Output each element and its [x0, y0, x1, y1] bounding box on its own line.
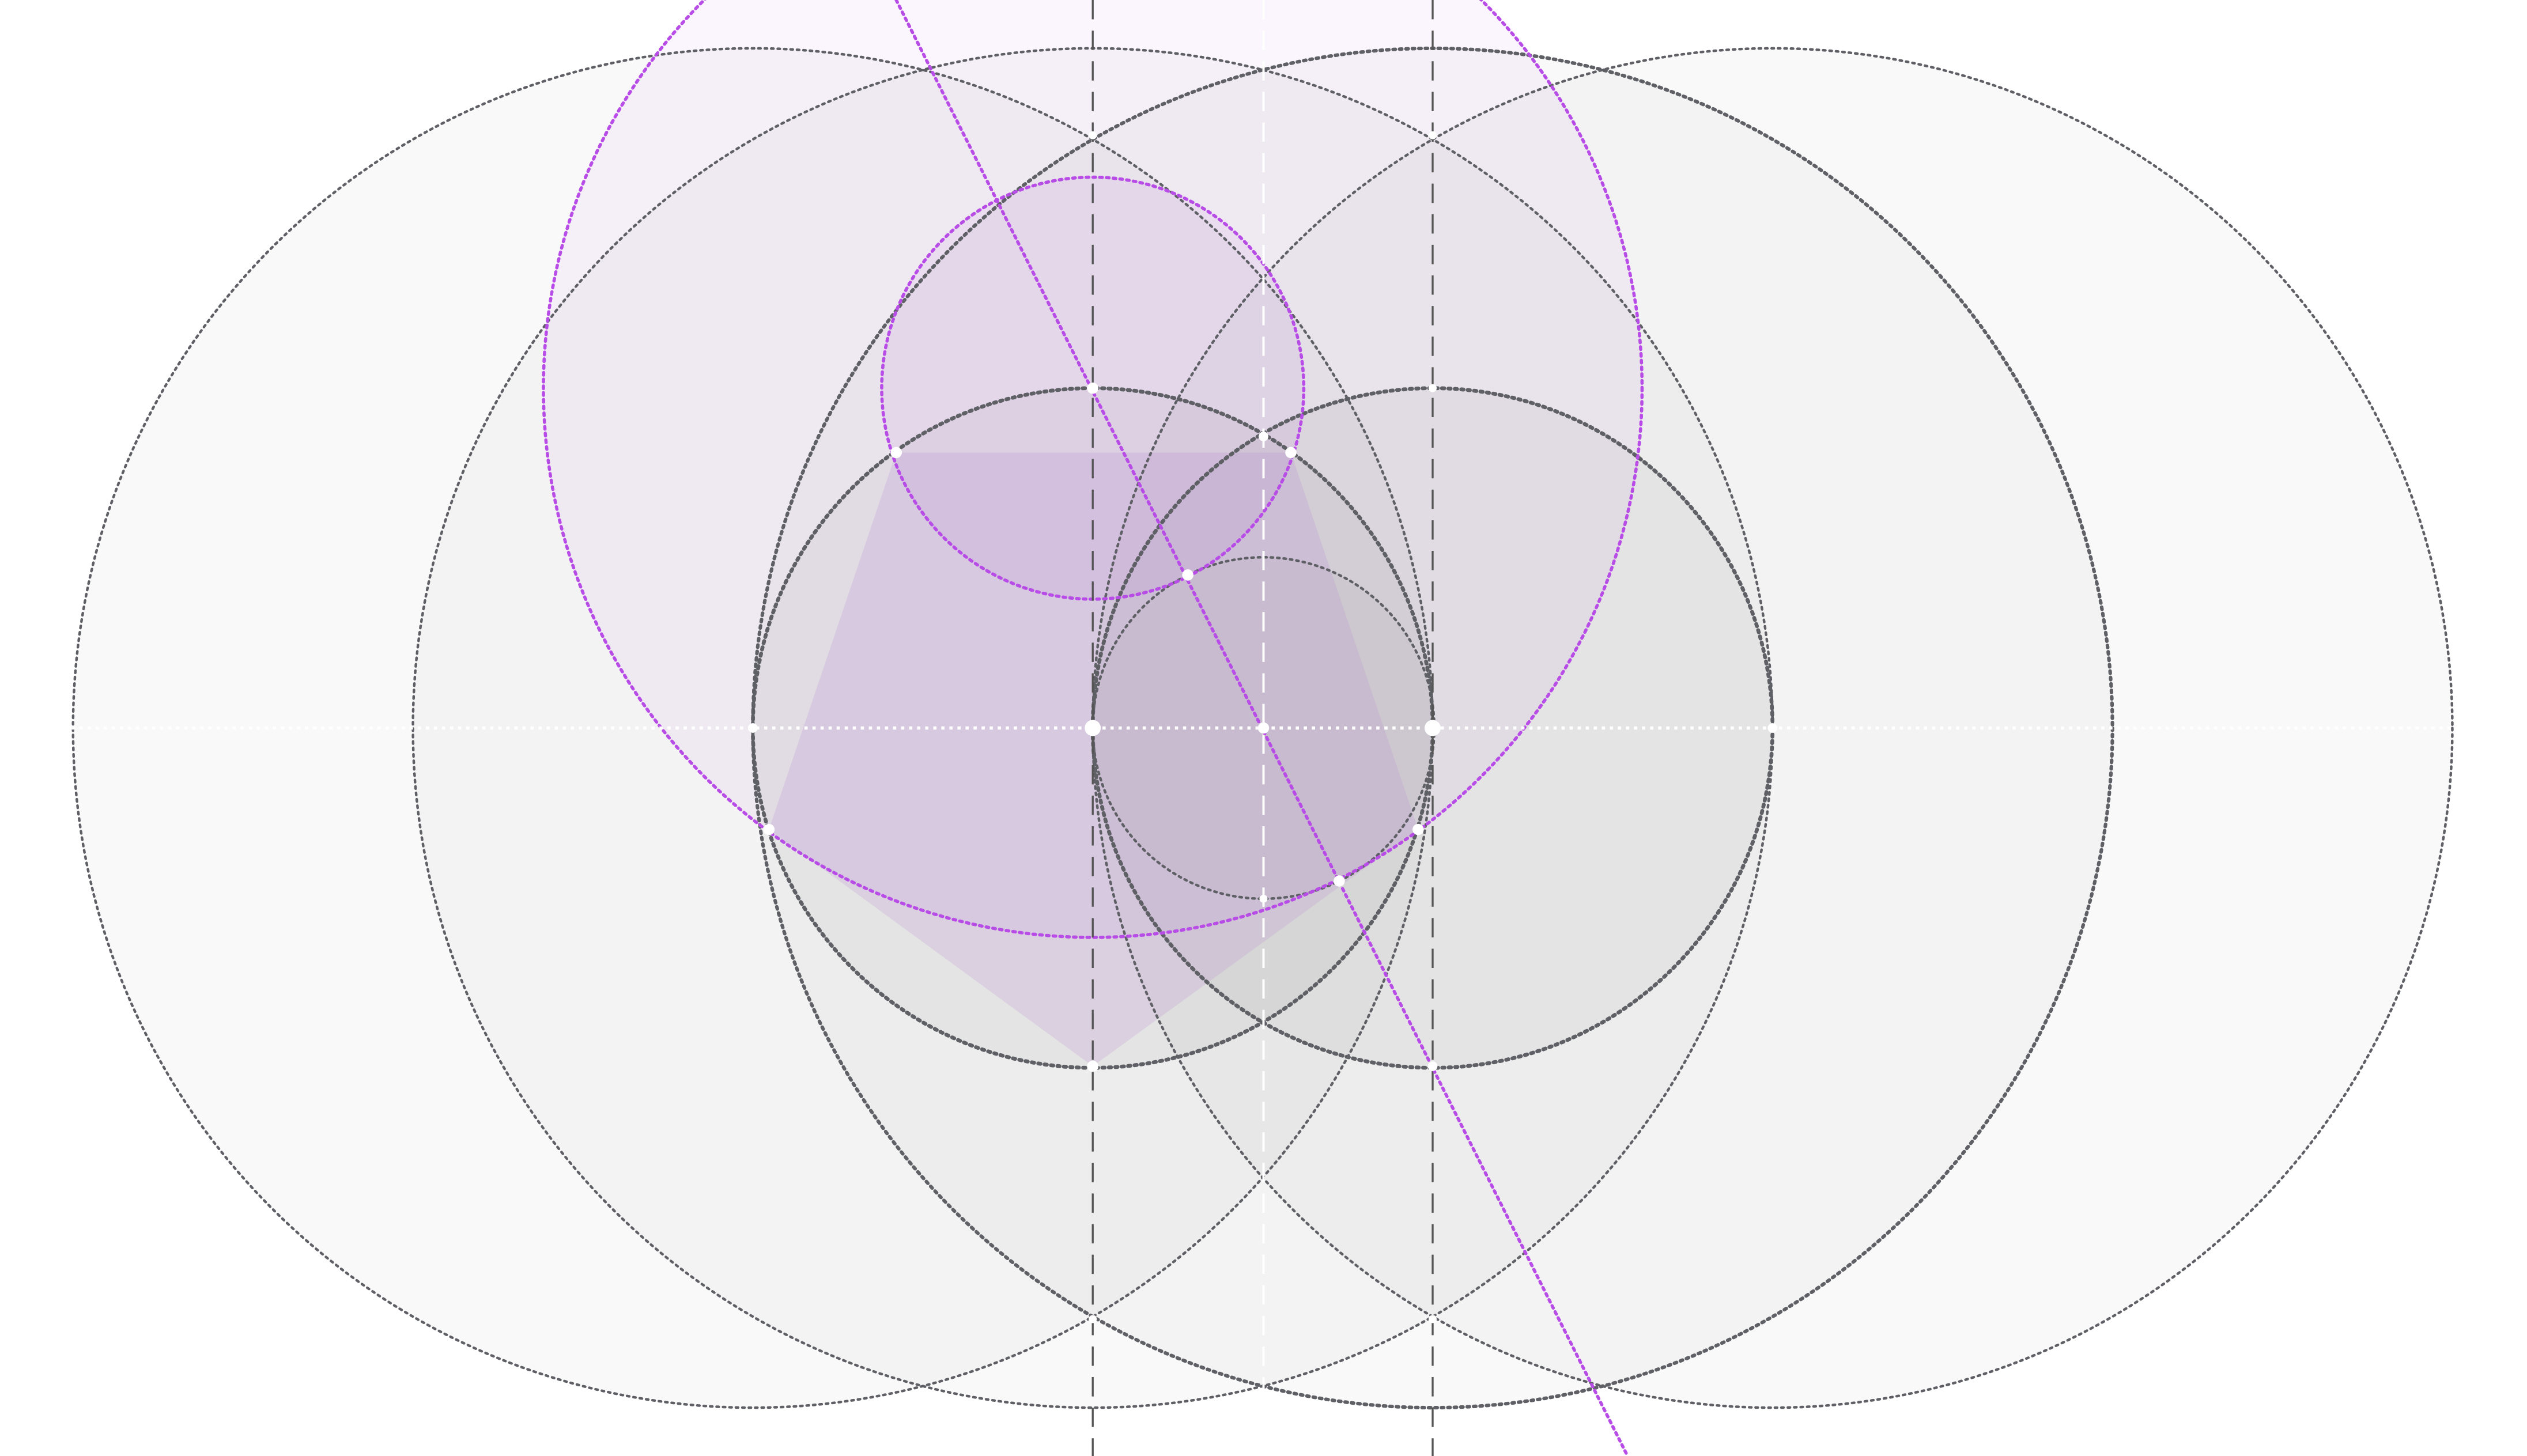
intersection-bottom-left: [1089, 1315, 1097, 1323]
pentagon-vertex-lower-right: [1412, 823, 1424, 835]
intersection-top-left: [1089, 131, 1097, 139]
intersection-bisector-lower: [1334, 875, 1345, 887]
pentagon-vertex-top-right: [1285, 447, 1297, 459]
axis-point-left: [747, 723, 758, 733]
intersection-top-mid: [1259, 432, 1268, 441]
marked-points-layer: [747, 131, 1778, 1323]
bottom-point-b: [1427, 1061, 1438, 1071]
center-point-b: [1425, 720, 1441, 736]
intersection-top-right: [1429, 131, 1437, 139]
pentagon-vertex-top-left: [890, 447, 902, 459]
axis-point-right: [1767, 723, 1778, 733]
inner-circle-bottom: [1259, 894, 1268, 903]
top-point-b: [1429, 384, 1437, 392]
pentagon-vertex-lower-left: [763, 823, 775, 835]
pentagon-vertex-bottom: [1087, 1060, 1098, 1072]
intersection-bottom-right: [1429, 1315, 1437, 1323]
midpoint-ab: [1257, 722, 1270, 734]
top-point-a: [1087, 382, 1098, 394]
center-point-a: [1085, 720, 1101, 736]
intersection-bisector-upper: [1182, 569, 1193, 581]
